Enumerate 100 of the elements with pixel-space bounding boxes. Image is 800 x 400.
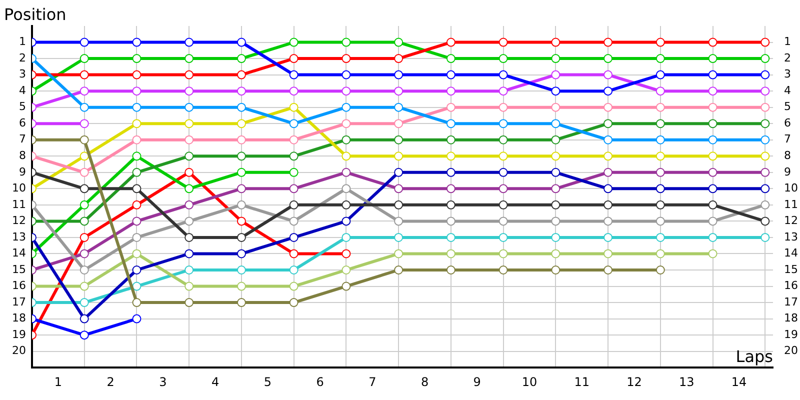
- y-tick-label: 5: [19, 100, 26, 114]
- point: [446, 152, 456, 161]
- point: [551, 266, 560, 274]
- point: [80, 70, 89, 80]
- point: [184, 249, 194, 258]
- point: [80, 216, 89, 226]
- point: [656, 135, 665, 144]
- point: [236, 135, 246, 144]
- point: [760, 216, 770, 226]
- point: [236, 298, 246, 308]
- point: [656, 168, 665, 177]
- point: [184, 70, 194, 80]
- point: [708, 135, 718, 144]
- point: [708, 249, 718, 258]
- point: [80, 102, 89, 112]
- point: [656, 200, 665, 210]
- x-tick-label: 8: [420, 374, 429, 389]
- x-tick-label: 11: [574, 374, 590, 389]
- point: [708, 232, 718, 242]
- point: [760, 119, 770, 128]
- point: [446, 184, 456, 194]
- point: [604, 119, 613, 128]
- point: [760, 232, 770, 242]
- point: [80, 135, 89, 144]
- y2-tick-label: 4: [784, 84, 791, 97]
- y2-tick-label: 5: [784, 100, 791, 114]
- y-tick-label: 3: [19, 68, 26, 81]
- point: [289, 298, 298, 308]
- point: [604, 152, 613, 161]
- point: [394, 102, 404, 112]
- point: [184, 54, 194, 64]
- point: [342, 54, 351, 64]
- point: [760, 54, 770, 64]
- point: [289, 216, 298, 226]
- point: [604, 54, 613, 64]
- point: [498, 184, 508, 194]
- point: [80, 86, 89, 96]
- point: [551, 70, 560, 80]
- point: [551, 119, 560, 128]
- point: [289, 200, 298, 210]
- x-tick-label: 7: [368, 374, 376, 389]
- y-tick-label: 14: [12, 246, 26, 260]
- x-tick-label: 2: [106, 374, 114, 389]
- y-tick-label: 10: [12, 182, 26, 195]
- x-axis-title: Laps: [736, 346, 773, 366]
- y2-tick-label: 8: [784, 148, 791, 162]
- point: [394, 54, 404, 64]
- point: [289, 54, 298, 64]
- point: [760, 38, 770, 47]
- point: [604, 266, 613, 274]
- point: [394, 86, 404, 96]
- point: [132, 249, 142, 258]
- point: [289, 266, 298, 274]
- x-tick-label: 6: [316, 374, 324, 389]
- point: [394, 70, 404, 80]
- point: [656, 54, 665, 64]
- point: [656, 86, 665, 96]
- point: [80, 330, 89, 340]
- point: [236, 86, 246, 96]
- point: [289, 70, 298, 80]
- point: [446, 70, 456, 80]
- point: [604, 70, 613, 80]
- point: [446, 119, 456, 128]
- y-tick-label: 8: [19, 148, 26, 162]
- point: [498, 232, 508, 242]
- x-tick-label: 14: [731, 374, 747, 389]
- y2-tick-label: 18: [784, 312, 798, 325]
- point: [342, 266, 351, 274]
- point: [656, 184, 665, 194]
- point: [184, 282, 194, 291]
- point: [342, 86, 351, 96]
- point: [394, 184, 404, 194]
- point: [551, 232, 560, 242]
- point: [498, 168, 508, 177]
- point: [498, 216, 508, 226]
- y-tick-label: 19: [12, 328, 26, 341]
- x-tick-label: 3: [159, 374, 167, 389]
- point: [551, 168, 560, 177]
- point: [498, 152, 508, 161]
- point: [342, 119, 351, 128]
- y2-tick-label: 19: [784, 328, 798, 341]
- point: [656, 102, 665, 112]
- point: [708, 38, 718, 47]
- point: [446, 266, 456, 274]
- point: [760, 70, 770, 80]
- point: [132, 232, 142, 242]
- point: [498, 54, 508, 64]
- point: [394, 200, 404, 210]
- point: [708, 119, 718, 128]
- point: [289, 38, 298, 47]
- y2-tick-label: 1: [784, 35, 791, 48]
- point: [394, 266, 404, 274]
- point: [708, 200, 718, 210]
- point: [656, 38, 665, 47]
- point: [236, 184, 246, 194]
- point: [289, 249, 298, 258]
- point: [342, 102, 351, 112]
- point: [708, 152, 718, 161]
- point: [289, 152, 298, 161]
- point: [80, 168, 89, 177]
